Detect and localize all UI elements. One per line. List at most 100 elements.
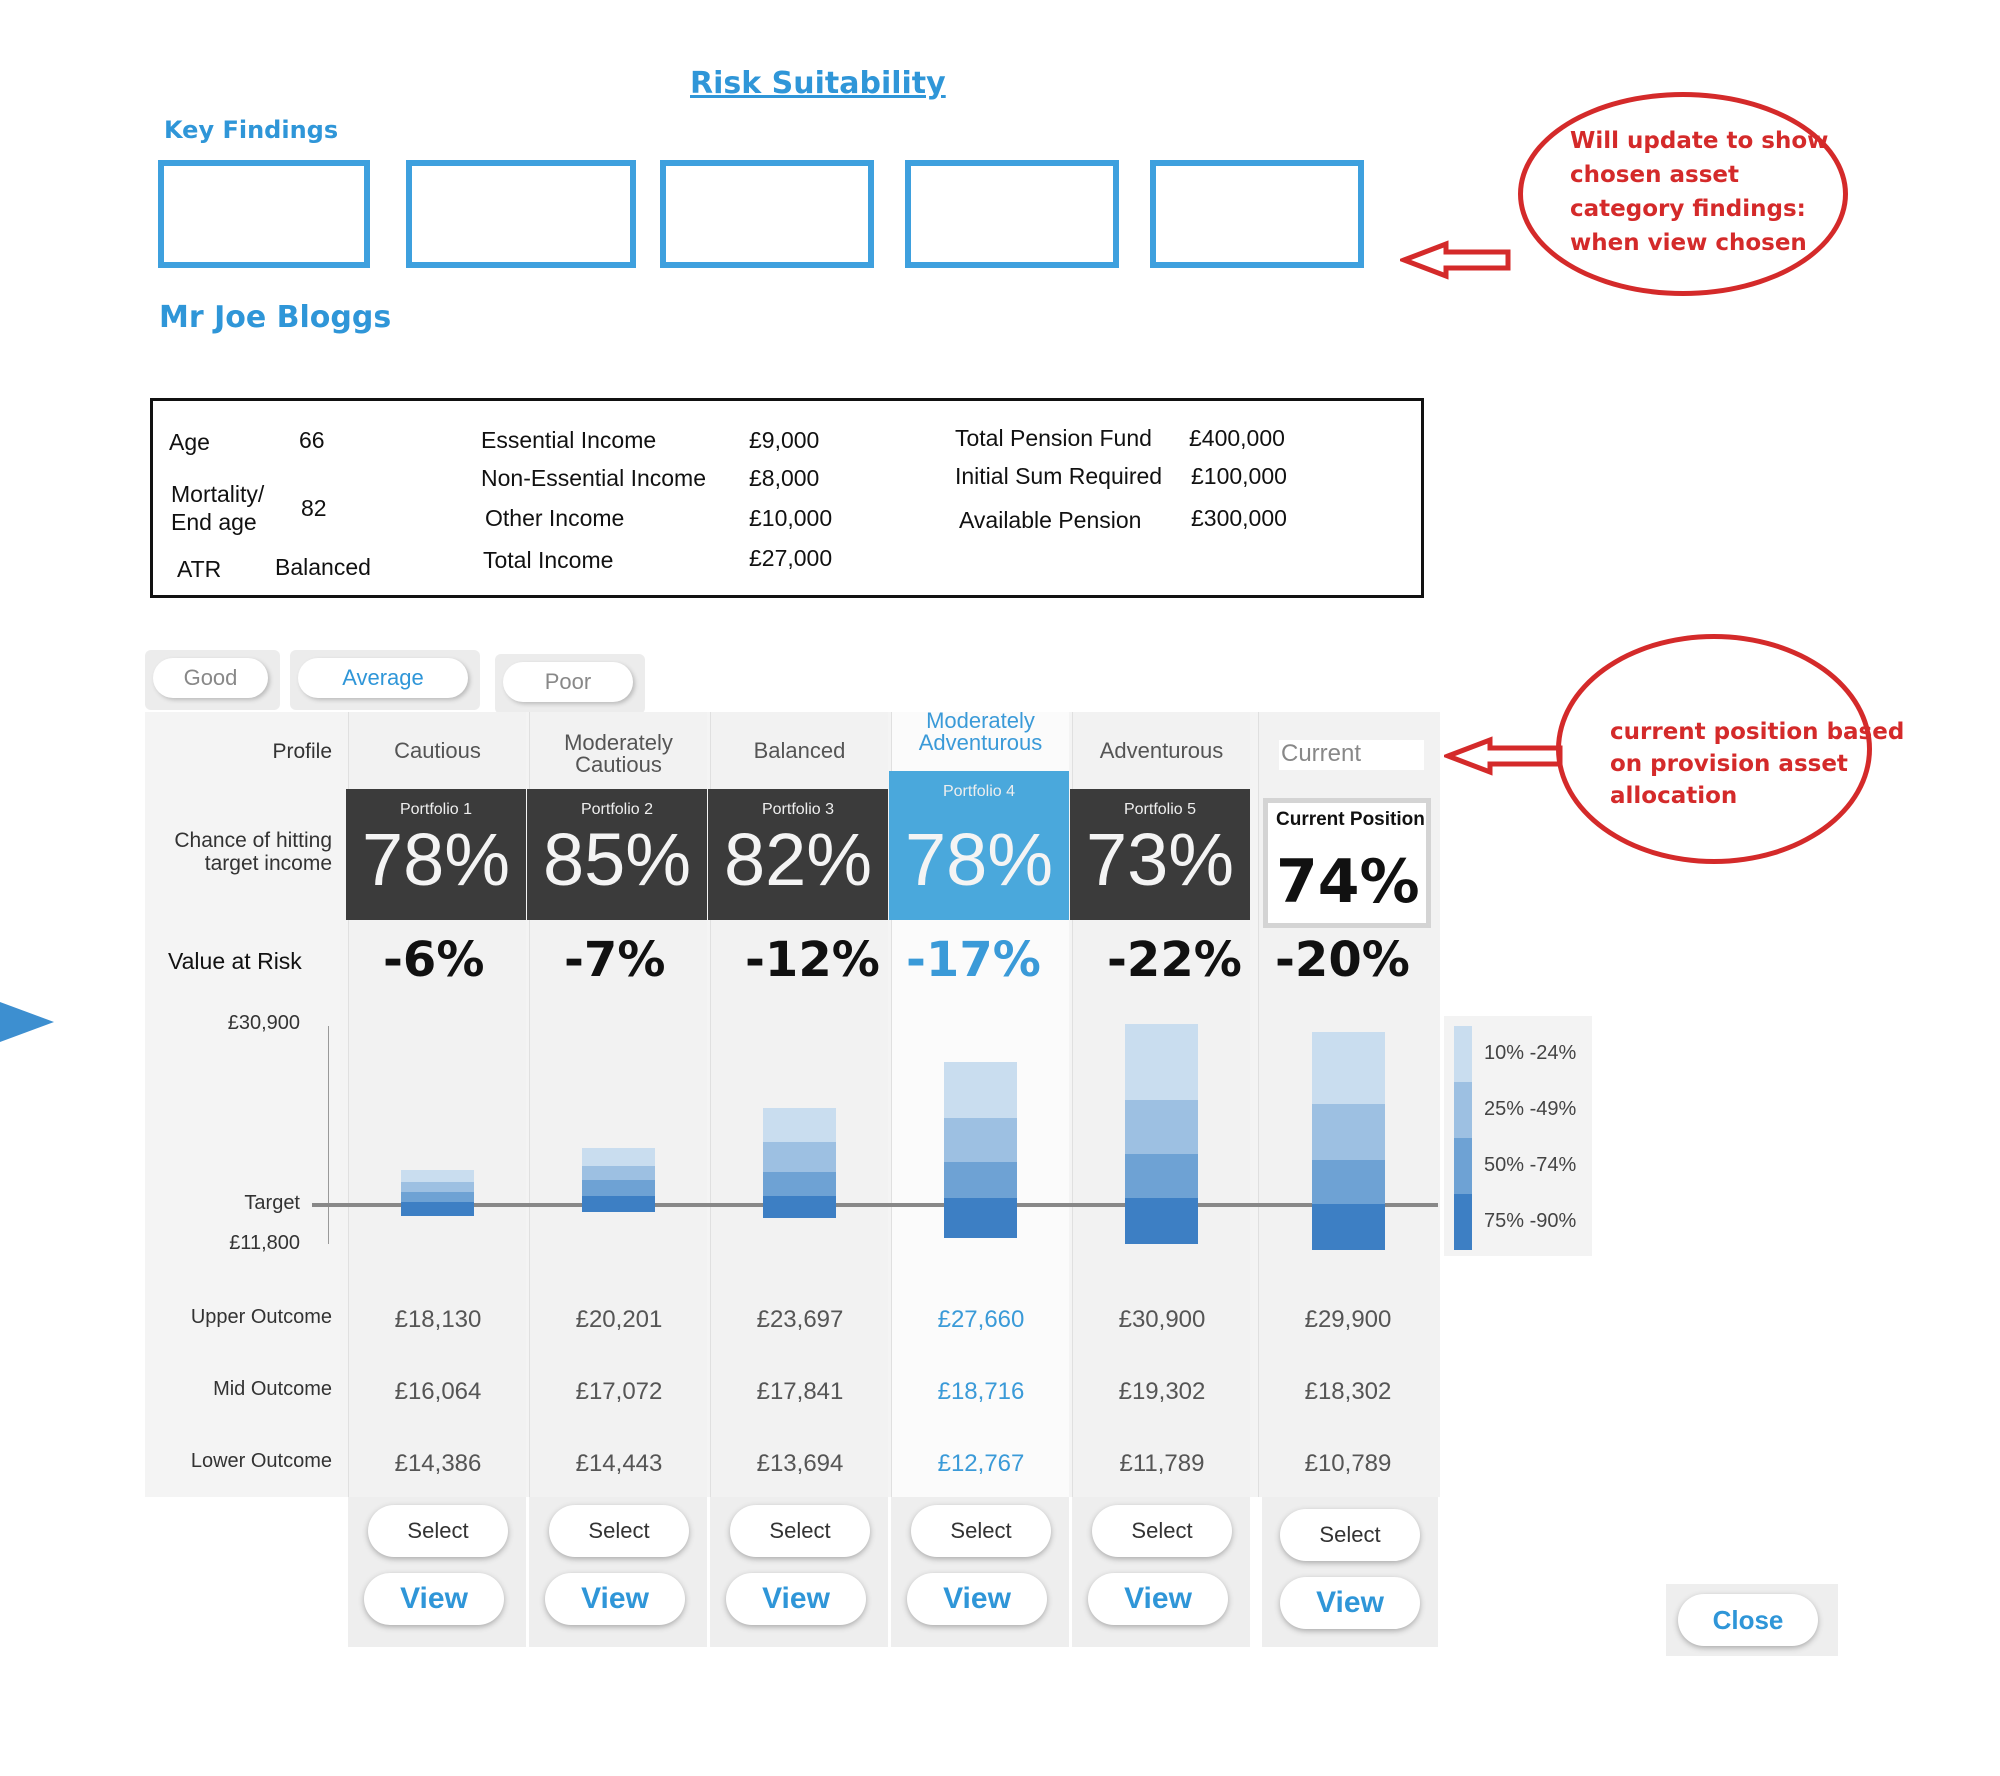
chance-value: 85% [542,818,692,901]
current-view-button[interactable]: View [1280,1577,1420,1629]
atr-value: Balanced [275,554,371,580]
outcome-bar-segment [944,1162,1017,1198]
current-position-tile: Current Position 74% [1263,798,1431,928]
outcome-bar-segment [582,1148,655,1166]
upper-outcome-value: £20,201 [575,1306,663,1333]
total-income-label: Total Income [483,547,614,573]
outcome-bar-segment [1125,1024,1198,1100]
value-at-risk-value: -7% [564,932,666,988]
essential-income-label: Essential Income [481,427,657,453]
axis-bottom-label: £11,800 [229,1232,300,1254]
other-income-value: £10,000 [749,505,833,531]
current-profile-label: Current [1279,740,1424,770]
lower-outcome-value: £14,386 [394,1450,482,1477]
upper-outcome-label: Upper Outcome [190,1306,332,1328]
mid-outcome-value: £19,302 [1118,1378,1206,1405]
initial-sum-value: £100,000 [1191,463,1287,489]
target-label: Target [244,1192,300,1214]
view-button[interactable]: View [545,1573,685,1625]
value-at-risk-label: Value at Risk [168,948,302,974]
client-name: Mr Joe Bloggs [159,300,392,335]
lower-outcome-value: £14,443 [575,1450,663,1477]
close-button-area: Close [1666,1584,1838,1656]
value-at-risk-value: -6% [383,932,485,988]
upper-outcome-value: £27,660 [937,1306,1025,1333]
outcome-bar-segment [401,1170,474,1182]
portfolio-label: Portfolio 3 [761,801,835,818]
select-button[interactable]: Select [368,1505,508,1557]
current-select-button[interactable]: Select [1280,1509,1420,1561]
select-button[interactable]: Select [730,1505,870,1557]
lower-outcome-value: £11,789 [1119,1450,1205,1477]
outcome-bar-segment [582,1196,655,1212]
axis-top-label: £30,900 [227,1012,300,1034]
portfolio-label: Portfolio 4 [942,783,1016,800]
current-outcome-bar-segment [1312,1032,1385,1104]
age-value: 66 [299,427,325,453]
chance-value: 78% [361,818,511,901]
close-button[interactable]: Close [1678,1594,1818,1646]
non-essential-income-label: Non-Essential Income [481,465,706,491]
row-labels: Profile Chance of hitting target income … [160,712,332,1497]
current-column: Current Current Position 74% -20% £29,90… [1258,712,1440,1497]
outcome-bar-segment [944,1118,1017,1162]
view-button[interactable]: View [364,1573,504,1625]
outcome-bar-segment [763,1172,836,1196]
key-finding-box-2 [406,160,636,268]
portfolio-button-area: Select View [529,1497,707,1647]
chance-value: 73% [1085,818,1235,901]
mid-outcome-value: £18,716 [937,1378,1025,1405]
outcome-bar-segment [401,1182,474,1192]
outcome-bar-segment [944,1198,1017,1238]
outcome-bar-segment [763,1196,836,1218]
initial-sum-label: Initial Sum Required [955,463,1163,489]
view-button[interactable]: View [1088,1573,1228,1625]
chance-tile-2: Portfolio 2 85% [527,789,707,920]
mid-outcome-value: £17,841 [756,1378,844,1405]
chance-tile-3: Portfolio 3 82% [708,789,888,920]
key-finding-box-3 [660,160,874,268]
end-age-label: End age [171,509,257,535]
atr-label: ATR [177,556,222,582]
available-pension-value: £300,000 [1191,505,1287,531]
current-mid-value: £18,302 [1304,1378,1392,1405]
non-essential-income-value: £8,000 [749,465,820,491]
portfolio-button-area: Select View [891,1497,1069,1647]
annotation-arrow-1 [1400,240,1511,280]
outcome-bar-segment [1125,1154,1198,1198]
page-title: Risk Suitability [690,66,946,101]
portfolio-button-area: Select View [710,1497,888,1647]
outcome-bar-segment [401,1202,474,1216]
value-at-risk-value: -22% [1107,932,1242,988]
select-button[interactable]: Select [549,1505,689,1557]
select-button[interactable]: Select [1092,1505,1232,1557]
chance-tile-1: Portfolio 1 78% [346,789,526,920]
annotation-ellipse-2 [1556,634,1872,864]
filter-poor-button[interactable]: Poor [495,654,645,714]
portfolio-label: Portfolio 5 [1123,801,1197,818]
annotation-ellipse-1 [1518,92,1848,296]
current-upper-value: £29,900 [1304,1306,1392,1333]
chart-legend: 10% -24% 25% -49% 50% -74% 75% -90% [1444,1016,1592,1256]
outcome-bar-segment [1125,1198,1198,1244]
essential-income-value: £9,000 [749,427,820,453]
legend-label-1: 10% -24% [1484,1042,1577,1064]
target-line [312,1203,1438,1207]
total-pension-fund-label: Total Pension Fund [955,425,1152,451]
current-outcome-bar-segment [1312,1104,1385,1160]
select-button[interactable]: Select [911,1505,1051,1557]
mortality-label: Mortality/ [171,481,265,507]
lower-outcome-value: £12,767 [937,1450,1025,1477]
outcome-bar-segment [582,1180,655,1196]
chance-row-label-2: target income [204,852,332,875]
age-label: Age [169,429,210,455]
view-button[interactable]: View [907,1573,1047,1625]
filter-average-button[interactable]: Average [290,650,480,710]
lower-outcome-label: Lower Outcome [190,1450,332,1472]
view-button[interactable]: View [726,1573,866,1625]
key-finding-box-4 [905,160,1119,268]
annotation-note-1: Will update to show chosen asset categor… [1570,128,1829,256]
current-outcome-bar-segment [1312,1160,1385,1204]
filter-good-button[interactable]: Good [145,650,280,710]
